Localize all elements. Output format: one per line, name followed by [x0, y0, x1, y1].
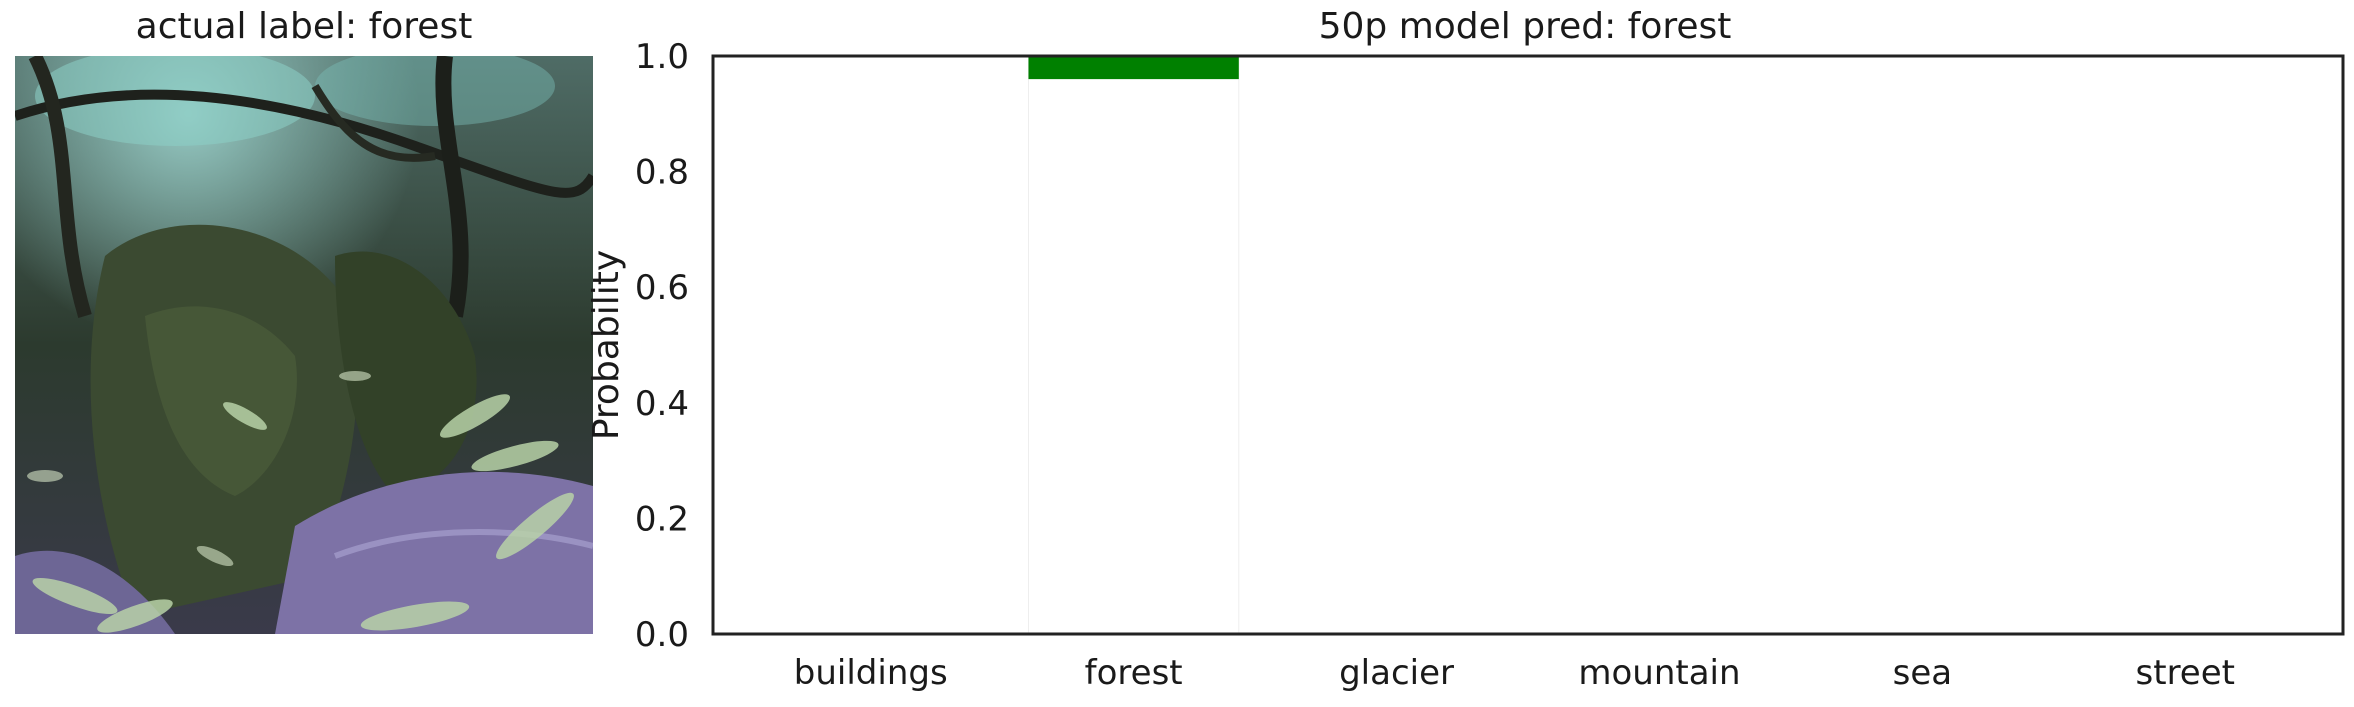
y-tick-0.4: 0.4: [635, 384, 689, 424]
x-tick-sea: sea: [1893, 653, 1952, 693]
y-axis-label: Probability: [586, 250, 627, 440]
x-tick-forest: forest: [1085, 653, 1183, 693]
chart-title: 50p model pred: forest: [1318, 6, 1732, 47]
axes-frame: [711, 54, 2345, 636]
x-tick-glacier: glacier: [1339, 653, 1454, 693]
y-tick-0.2: 0.2: [635, 499, 689, 539]
x-tick-street: street: [2136, 653, 2235, 693]
y-tick-1.0: 1.0: [635, 37, 689, 77]
x-tick-mountain: mountain: [1578, 653, 1740, 693]
forest-photo: [15, 56, 593, 634]
y-tick-0.0: 0.0: [635, 615, 689, 655]
y-tick-0.6: 0.6: [635, 268, 689, 308]
predicted-highlight: [1028, 56, 1239, 80]
y-tick-0.8: 0.8: [635, 153, 689, 193]
image-title: actual label: forest: [135, 6, 473, 47]
x-tick-buildings: buildings: [794, 653, 948, 693]
bar-forest: [1027, 55, 1240, 635]
